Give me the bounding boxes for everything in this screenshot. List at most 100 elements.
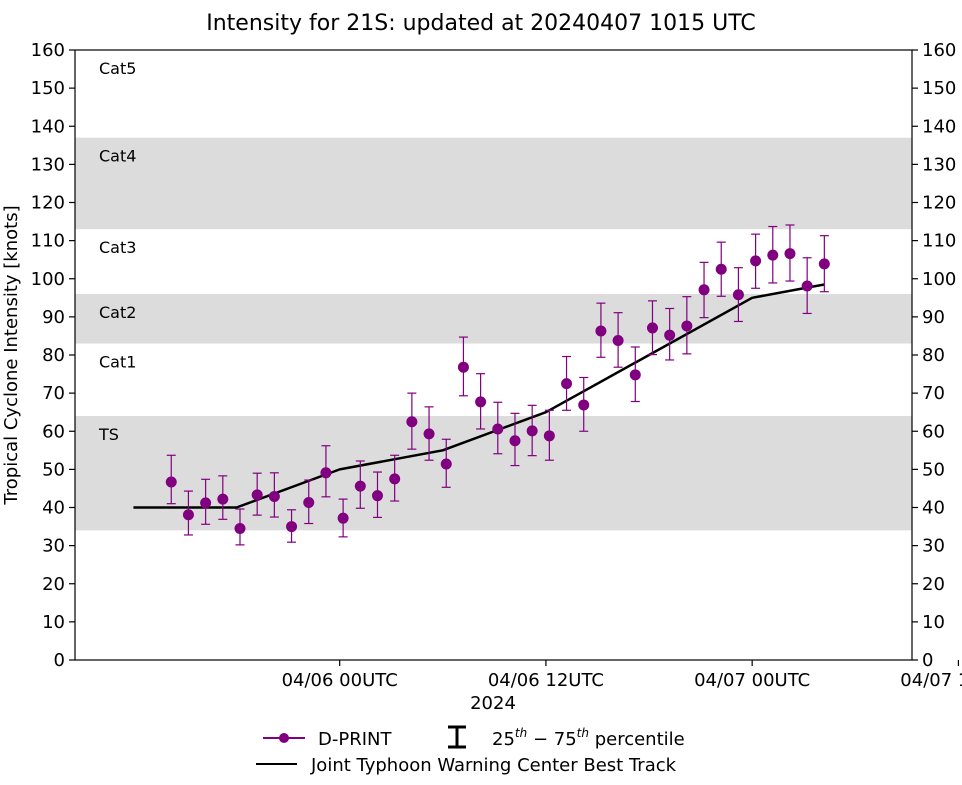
dprint-point <box>303 497 315 509</box>
dprint-point <box>698 284 710 296</box>
y-tick-label-left: 20 <box>42 574 65 595</box>
dprint-point <box>526 425 538 437</box>
y-tick-label-left: 100 <box>31 269 65 290</box>
y-tick-label-right: 0 <box>922 650 933 671</box>
x-axis: 04/06 00UTC 04/06 12UTC 04/07 00UTC 04/07 1… <box>282 660 962 691</box>
dprint-point <box>664 329 676 341</box>
dprint-point <box>801 280 813 292</box>
dprint-point <box>543 430 555 442</box>
dprint-point <box>406 416 418 428</box>
legend-dprint-marker <box>279 733 289 743</box>
dprint-point <box>389 473 401 485</box>
x-tick-label: 04/07 00UTC <box>694 670 810 691</box>
dprint-point <box>320 467 332 479</box>
y-tick-label-left: 60 <box>42 421 65 442</box>
dprint-point <box>578 399 590 411</box>
category-labels: TS Cat1 Cat2 Cat3 Cat4 Cat5 <box>98 59 136 444</box>
dprint-point <box>767 249 779 261</box>
dprint-point <box>234 522 246 534</box>
category-label-ts: TS <box>98 425 119 444</box>
y-tick-label-right: 100 <box>922 269 956 290</box>
band-cat4 <box>75 137 912 230</box>
y-tick-label-left: 120 <box>31 193 65 214</box>
dprint-markers <box>165 248 830 534</box>
dprint-point <box>612 335 624 347</box>
dprint-point <box>251 489 263 501</box>
dprint-point <box>200 497 212 509</box>
band-cat2 <box>75 294 912 344</box>
y-tick-label-right: 20 <box>922 574 945 595</box>
y-axis-right: 0 10 20 30 40 50 60 70 80 90 100 110 120 130 140 150 160 <box>912 40 956 671</box>
category-label-cat1: Cat1 <box>99 353 136 372</box>
chart-title: Intensity for 21S: updated at 20240407 1… <box>206 11 756 36</box>
y-tick-label-left: 130 <box>31 154 65 175</box>
dprint-point <box>715 263 727 275</box>
dprint-point <box>457 361 469 373</box>
y-tick-label-right: 120 <box>922 193 956 214</box>
dprint-point <box>423 428 435 440</box>
dprint-point <box>354 480 366 492</box>
dprint-point <box>750 255 762 267</box>
dprint-point <box>492 423 504 435</box>
y-tick-label-left: 30 <box>42 536 65 557</box>
dprint-point <box>165 476 177 488</box>
y-tick-label-right: 40 <box>922 498 945 519</box>
dprint-point <box>646 322 658 334</box>
legend-percentile-label: 25th − 75th percentile <box>492 726 685 750</box>
y-axis-label: Tropical Cyclone Intensity [knots] <box>1 205 22 505</box>
x-axis-label: 2024 <box>470 693 516 714</box>
dprint-point <box>371 490 383 502</box>
dprint-point <box>784 248 796 260</box>
category-label-cat4: Cat4 <box>99 147 136 166</box>
dprint-point <box>629 369 641 381</box>
y-tick-label-left: 50 <box>42 459 65 480</box>
dprint-point <box>818 258 830 270</box>
dprint-point <box>681 320 693 332</box>
y-tick-label-right: 60 <box>922 421 945 442</box>
dprint-point <box>182 509 194 521</box>
dprint-point <box>286 521 298 533</box>
y-tick-label-left: 160 <box>31 40 65 61</box>
y-tick-label-left: 10 <box>42 612 65 633</box>
y-tick-label-right: 30 <box>922 536 945 557</box>
y-tick-label-right: 70 <box>922 383 945 404</box>
legend-besttrack-label: Joint Typhoon Warning Center Best Track <box>310 755 677 776</box>
category-label-cat2: Cat2 <box>99 303 136 322</box>
y-tick-label-left: 80 <box>42 345 65 366</box>
dprint-point <box>268 490 280 502</box>
y-tick-label-right: 90 <box>922 307 945 328</box>
y-tick-label-right: 110 <box>922 231 956 252</box>
x-tick-label: 04/07 12UTC <box>900 670 962 691</box>
y-tick-label-right: 50 <box>922 459 945 480</box>
dprint-point <box>595 325 607 337</box>
y-tick-label-left: 0 <box>54 650 65 671</box>
y-tick-label-left: 140 <box>31 116 65 137</box>
band-ts <box>75 416 912 531</box>
y-tick-label-left: 40 <box>42 498 65 519</box>
category-bands <box>75 137 912 531</box>
dprint-point <box>732 289 744 301</box>
y-tick-label-left: 90 <box>42 307 65 328</box>
y-tick-label-right: 160 <box>922 40 956 61</box>
x-tick-label: 04/06 12UTC <box>488 670 604 691</box>
dprint-point <box>217 493 229 505</box>
y-tick-label-right: 150 <box>922 78 956 99</box>
y-tick-label-right: 10 <box>922 612 945 633</box>
x-tick-label: 04/06 00UTC <box>282 670 398 691</box>
dprint-point <box>509 435 521 447</box>
y-tick-label-left: 150 <box>31 78 65 99</box>
dprint-point <box>337 512 349 524</box>
dprint-point <box>475 396 487 408</box>
y-axis-left: 0 10 20 30 40 50 60 70 80 90 100 110 120 130 140 150 160 <box>31 40 75 671</box>
category-label-cat3: Cat3 <box>99 238 136 257</box>
legend: D-PRINT 25th − 75th percentile Joint Typ… <box>256 725 685 776</box>
dprint-point <box>561 378 573 390</box>
legend-dprint-label: D-PRINT <box>318 729 392 750</box>
y-tick-label-left: 110 <box>31 231 65 252</box>
y-tick-label-left: 70 <box>42 383 65 404</box>
legend-errorbar-icon <box>448 725 466 749</box>
y-tick-label-right: 130 <box>922 154 956 175</box>
dprint-point <box>440 458 452 470</box>
y-tick-label-right: 80 <box>922 345 945 366</box>
